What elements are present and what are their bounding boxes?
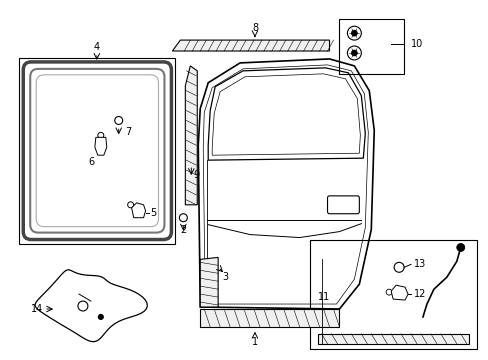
Text: 6: 6	[89, 157, 95, 167]
Circle shape	[351, 50, 357, 56]
Polygon shape	[200, 257, 218, 307]
Circle shape	[456, 243, 464, 251]
Polygon shape	[185, 66, 197, 205]
Text: 9: 9	[193, 170, 199, 180]
Polygon shape	[131, 203, 145, 218]
Text: 8: 8	[251, 23, 258, 33]
Polygon shape	[390, 285, 407, 300]
Circle shape	[98, 314, 103, 319]
Text: 11: 11	[317, 292, 329, 302]
Text: 5: 5	[150, 208, 156, 218]
Bar	[19, 58, 175, 243]
Text: 12: 12	[413, 289, 426, 299]
Polygon shape	[317, 334, 468, 344]
Text: 3: 3	[222, 272, 228, 282]
Bar	[309, 239, 476, 349]
Text: 13: 13	[413, 259, 426, 269]
Text: 14: 14	[31, 304, 43, 314]
Text: 2: 2	[180, 225, 186, 235]
Text: 4: 4	[94, 42, 100, 52]
Polygon shape	[95, 137, 106, 155]
Bar	[339, 19, 403, 74]
Text: 10: 10	[410, 39, 422, 49]
Text: 7: 7	[125, 127, 132, 138]
FancyBboxPatch shape	[327, 196, 359, 214]
Text: 1: 1	[251, 337, 258, 347]
Circle shape	[351, 30, 357, 36]
Polygon shape	[200, 309, 339, 327]
Polygon shape	[172, 40, 329, 51]
